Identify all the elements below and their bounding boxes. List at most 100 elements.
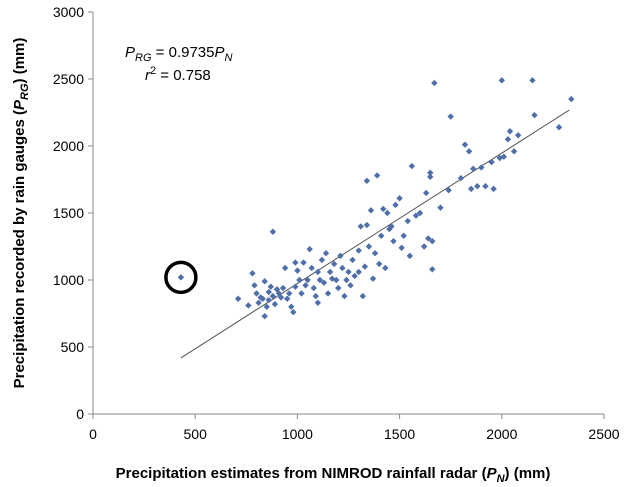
data-point: [457, 174, 465, 182]
data-point: [288, 303, 295, 310]
data-point: [555, 124, 563, 131]
data-point: [279, 284, 287, 292]
data-point: [406, 252, 414, 260]
y-tick-label: 1500: [53, 205, 84, 221]
data-point: [310, 284, 317, 292]
data-point: [531, 111, 538, 119]
data-point: [373, 172, 381, 179]
data-point: [367, 207, 375, 214]
data-point: [296, 276, 303, 284]
data-point: [380, 205, 387, 213]
y-tick-label: 1000: [53, 272, 84, 288]
data-point: [390, 237, 397, 245]
data-point: [437, 204, 444, 211]
data-point: [429, 237, 436, 245]
highlight-group: [164, 260, 198, 295]
data-point: [427, 169, 434, 176]
data-point: [510, 148, 518, 155]
data-point: [461, 141, 469, 148]
data-point: [255, 299, 262, 306]
data-point: [382, 264, 389, 272]
y-tick-label: 2500: [53, 71, 84, 87]
data-point: [404, 217, 411, 225]
data-point: [474, 183, 481, 190]
data-points: [177, 77, 575, 320]
data-point: [320, 279, 328, 286]
tick-labels: 0 500 1000 1500 2000 2500 3000 0 500 1000 1500 2000…: [53, 4, 620, 442]
data-point: [398, 244, 405, 252]
x-tick-label: 2500: [588, 426, 619, 442]
data-point: [431, 79, 438, 87]
data-point: [351, 272, 358, 280]
x-tick-label: 500: [184, 426, 208, 442]
data-point: [369, 275, 377, 282]
data-point: [265, 296, 272, 304]
data-point: [498, 77, 505, 84]
data-point: [355, 247, 362, 254]
data-point: [281, 264, 289, 272]
data-point: [271, 300, 279, 308]
data-point: [568, 95, 575, 103]
data-point: [324, 290, 332, 297]
data-point: [341, 292, 348, 300]
x-tick-label: 0: [89, 426, 97, 442]
data-point: [363, 177, 371, 185]
data-point: [177, 274, 185, 281]
y-tick-label: 500: [61, 339, 85, 355]
x-tick-label: 1500: [384, 426, 415, 442]
data-point: [412, 212, 420, 219]
data-point: [314, 268, 322, 276]
data-point: [335, 284, 342, 292]
data-point: [345, 268, 352, 276]
data-point: [337, 252, 344, 260]
data-point: [318, 256, 326, 264]
data-point: [388, 223, 395, 230]
data-point: [292, 283, 299, 290]
data-point: [300, 259, 307, 266]
data-point: [316, 276, 324, 284]
data-point: [355, 268, 362, 276]
trendline: [180, 109, 570, 359]
x-tick-label: 1000: [282, 426, 313, 442]
data-point: [277, 294, 285, 301]
data-point: [265, 288, 272, 296]
data-point: [263, 303, 270, 310]
data-point: [429, 266, 436, 273]
data-point: [469, 165, 477, 172]
data-point: [363, 221, 371, 229]
data-point: [306, 245, 313, 253]
data-point: [261, 312, 268, 320]
data-point: [500, 153, 508, 160]
data-point: [294, 267, 301, 274]
data-point: [506, 128, 514, 135]
data-point: [333, 276, 340, 284]
data-point: [349, 256, 356, 264]
data-point: [304, 276, 311, 284]
data-point: [312, 292, 319, 300]
y-tick-label: 3000: [53, 4, 84, 20]
trendline-group: [180, 109, 570, 359]
data-point: [314, 299, 322, 306]
data-point: [488, 158, 495, 166]
data-point: [308, 264, 315, 272]
data-point: [261, 278, 268, 285]
data-point: [251, 282, 258, 289]
x-tick-label: 2000: [486, 426, 517, 442]
data-point: [359, 292, 367, 300]
data-point: [416, 209, 424, 217]
data-point: [292, 259, 299, 266]
data-point: [420, 243, 428, 250]
data-point: [326, 268, 334, 276]
data-point: [490, 185, 497, 193]
data-point: [302, 282, 309, 289]
data-point: [234, 295, 242, 302]
data-point: [375, 260, 383, 268]
data-point: [259, 295, 266, 302]
outlier-highlight-circle: [164, 260, 198, 295]
data-point: [427, 173, 434, 181]
data-point: [392, 201, 399, 209]
data-point: [253, 290, 260, 297]
data-point: [400, 232, 407, 239]
data-point: [283, 295, 291, 302]
